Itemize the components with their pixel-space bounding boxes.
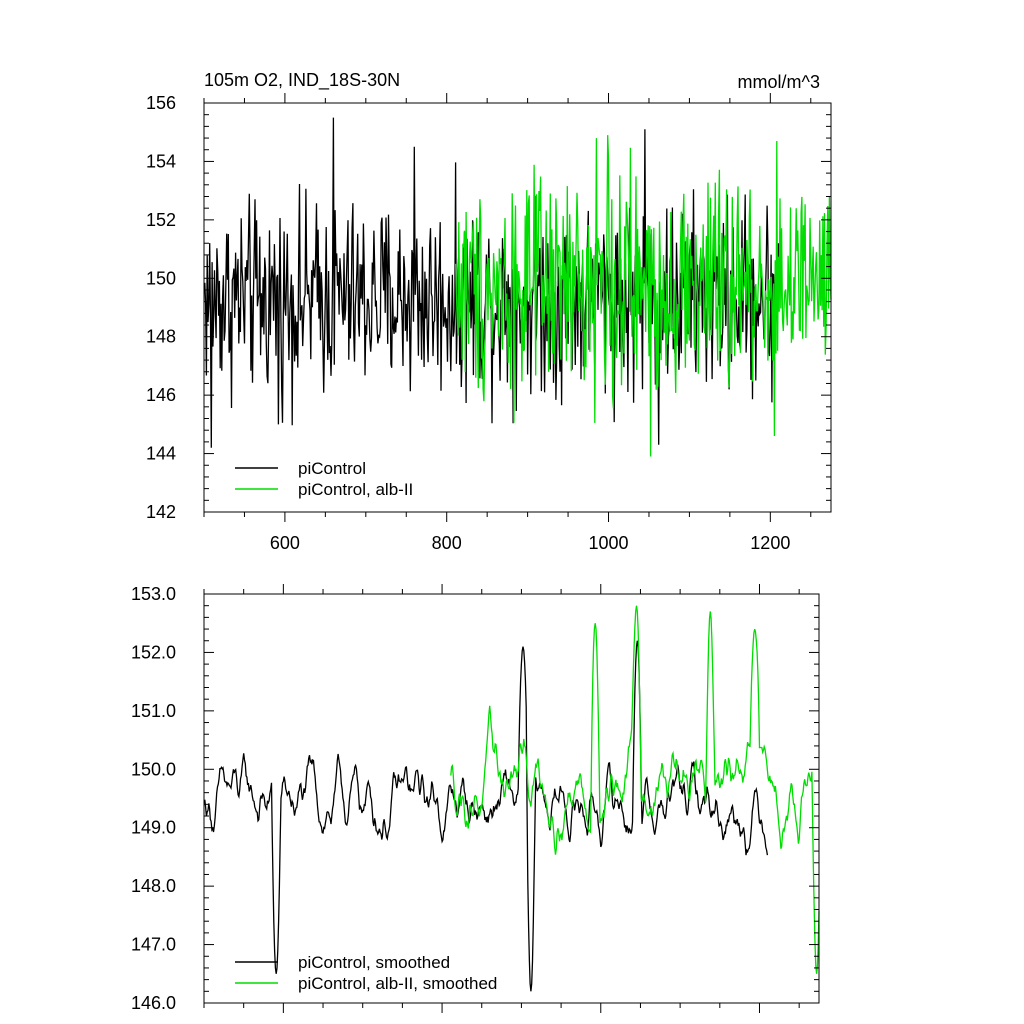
y-tick-label: 156 [146, 93, 176, 113]
bottom-series-lines [204, 605, 820, 992]
y-tick-label: 146.0 [131, 993, 176, 1013]
y-tick-label: 144 [146, 444, 176, 464]
series-line [454, 135, 832, 457]
series-line [450, 605, 820, 974]
legend-label: piControl, alb-II [298, 480, 413, 499]
y-tick-label: 148.0 [131, 876, 176, 896]
top-axes: 600 800 1000 1200 142 144 146 148 150 152 154 156 [146, 93, 832, 553]
y-tick-label: 154 [146, 151, 176, 171]
bottom-legend: piControl, smoothed piControl, alb-II, sm… [235, 953, 497, 993]
y-tick-label: 152 [146, 210, 176, 230]
top-legend: piControl piControl, alb-II [235, 459, 413, 499]
legend-label: piControl, alb-II, smoothed [298, 974, 497, 993]
y-tick-label: 149.0 [131, 818, 176, 838]
plot-frame [203, 102, 832, 513]
y-tick-label: 150 [146, 268, 176, 288]
chart-title: 105m O2, IND_18S-30N [204, 70, 400, 91]
panel-top: 105m O2, IND_18S-30N mmol/m^3 600 800 1000… [146, 70, 832, 553]
x-tick-label: 600 [270, 533, 300, 553]
y-tick-label: 151.0 [131, 701, 176, 721]
bottom-axes: 146.0 147.0 148.0 149.0 150.0 151.0 152.0 153.0 [131, 584, 820, 1013]
panel-bottom: 146.0 147.0 148.0 149.0 150.0 151.0 152.0 153.0… [131, 584, 820, 1013]
y-tick-label: 147.0 [131, 935, 176, 955]
series-line [204, 640, 769, 992]
y-tick-label: 148 [146, 327, 176, 347]
y-tick-label: 153.0 [131, 584, 176, 604]
y-tick-label: 150.0 [131, 759, 176, 779]
x-tick-label: 1000 [588, 533, 628, 553]
y-tick-label: 142 [146, 502, 176, 522]
legend-label: piControl [298, 459, 366, 478]
legend-label: piControl, smoothed [298, 953, 450, 972]
y-tick-label: 152.0 [131, 642, 176, 662]
x-tick-label: 800 [432, 533, 462, 553]
x-tick-label: 1200 [750, 533, 790, 553]
top-series-lines [204, 117, 832, 457]
y-tick-label: 146 [146, 385, 176, 405]
plot-frame [203, 593, 820, 1004]
units-label: mmol/m^3 [738, 72, 820, 92]
